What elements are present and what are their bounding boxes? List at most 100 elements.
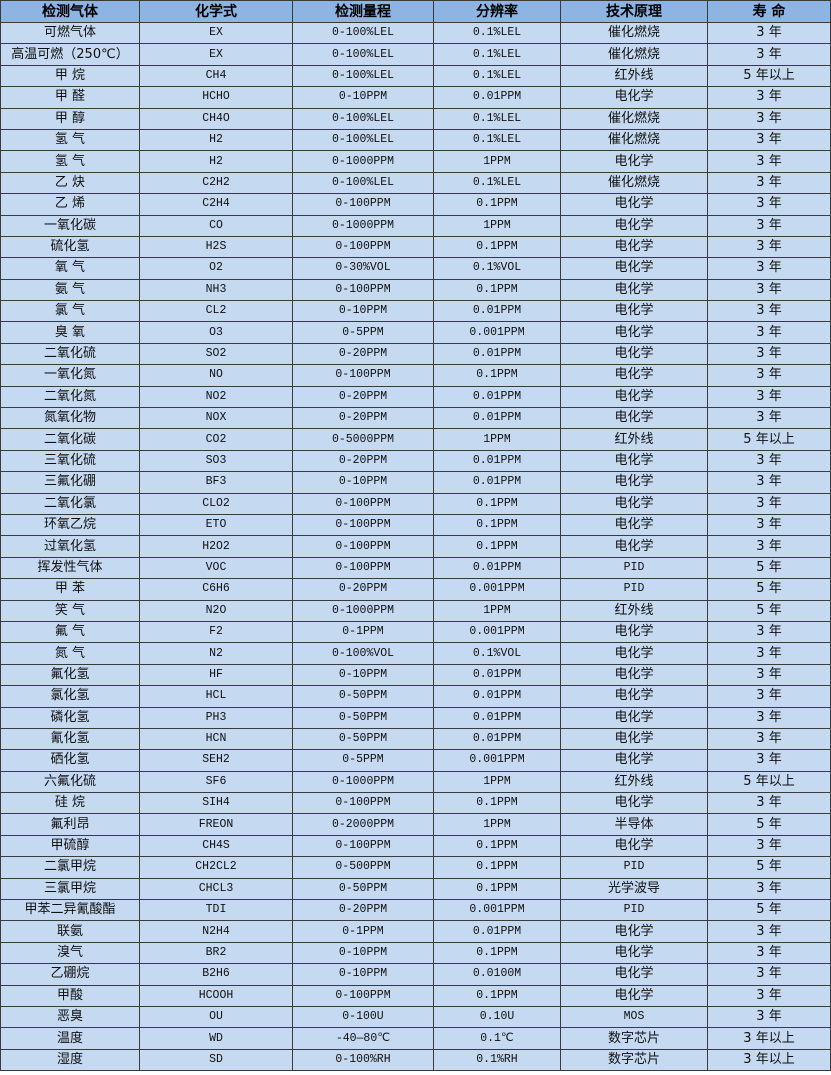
principle-cell: 红外线: [560, 428, 708, 451]
formula-cell: B2H6: [139, 963, 293, 986]
gas-name-cell: 恶臭: [0, 1005, 140, 1029]
table-row: 氢 气 H2 0-100%LEL 0.1%LEL 催化燃烧 3 年: [0, 128, 831, 152]
formula-cell: CH2CL2: [139, 856, 293, 879]
gas-name-cell: 笑 气: [0, 599, 140, 622]
lifespan-cell: 3 年: [707, 727, 831, 751]
principle-cell: 电化学: [560, 749, 708, 772]
table-row: 氮氧化物 NOX 0-20PPM 0.01PPM 电化学 3 年: [0, 407, 831, 430]
principle-cell: 电化学: [560, 663, 708, 687]
resolution-cell: 0.01PPM: [433, 449, 561, 473]
principle-cell: PID: [560, 556, 708, 580]
table-row: 二氧化氮 NO2 0-20PPM 0.01PPM 电化学 3 年: [0, 385, 831, 409]
principle-cell: 电化学: [560, 920, 708, 943]
formula-cell: OU: [139, 1005, 293, 1029]
resolution-cell: 0.1PPM: [433, 193, 561, 216]
gas-name-cell: 硅 烷: [0, 792, 140, 815]
lifespan-cell: 3 年: [707, 214, 831, 237]
range-cell: 0-100%LEL: [292, 64, 434, 88]
principle-cell: 电化学: [560, 685, 708, 708]
lifespan-cell: 3 年: [707, 706, 831, 729]
principle-cell: 催化燃烧: [560, 107, 708, 130]
lifespan-cell: 5 年以上: [707, 428, 831, 451]
table-row: 温度 WD -40—80℃ 0.1℃ 数字芯片 3 年以上: [0, 1027, 831, 1050]
formula-cell: NOX: [139, 407, 293, 430]
principle-cell: 电化学: [560, 342, 708, 366]
range-cell: 0-100%LEL: [292, 107, 434, 130]
range-cell: 0-20PPM: [292, 578, 434, 601]
gas-name-cell: 甲 醇: [0, 107, 140, 130]
table-row: 臭 氧 O3 0-5PPM 0.001PPM 电化学 3 年: [0, 321, 831, 344]
gas-name-cell: 高温可燃（250℃）: [0, 43, 140, 66]
gas-name-cell: 臭 氧: [0, 321, 140, 344]
range-cell: 0-1000PPM: [292, 770, 434, 794]
formula-cell: ETO: [139, 513, 293, 537]
table-row: 乙硼烷 B2H6 0-10PPM 0.0100M 电化学 3 年: [0, 963, 831, 986]
gas-name-cell: 甲 烷: [0, 64, 140, 88]
gas-name-cell: 二氧化碳: [0, 428, 140, 451]
gas-name-cell: 温度: [0, 1027, 140, 1050]
formula-cell: O2: [139, 257, 293, 280]
range-cell: 0-20PPM: [292, 449, 434, 473]
resolution-cell: 0.1PPM: [433, 535, 561, 558]
principle-cell: MOS: [560, 1005, 708, 1029]
lifespan-cell: 3 年: [707, 300, 831, 323]
gas-name-cell: 溴气: [0, 941, 140, 965]
formula-cell: SEH2: [139, 749, 293, 772]
formula-cell: N2O: [139, 599, 293, 622]
principle-cell: 光学波导: [560, 877, 708, 901]
lifespan-cell: 3 年: [707, 407, 831, 430]
formula-cell: H2: [139, 128, 293, 152]
formula-cell: HF: [139, 663, 293, 687]
formula-cell: HCL: [139, 685, 293, 708]
range-cell: 0-50PPM: [292, 685, 434, 708]
table-row: 氰化氢 HCN 0-50PPM 0.01PPM 电化学 3 年: [0, 727, 831, 751]
gas-name-cell: 氮 气: [0, 642, 140, 665]
table-row: 一氧化碳 CO 0-1000PPM 1PPM 电化学 3 年: [0, 214, 831, 237]
formula-cell: N2: [139, 642, 293, 665]
range-cell: 0-20PPM: [292, 342, 434, 366]
principle-cell: PID: [560, 856, 708, 879]
principle-cell: 电化学: [560, 620, 708, 644]
resolution-cell: 0.1PPM: [433, 513, 561, 537]
range-cell: 0-10PPM: [292, 963, 434, 986]
resolution-cell: 1PPM: [433, 813, 561, 836]
gas-name-cell: 挥发性气体: [0, 556, 140, 580]
principle-cell: 电化学: [560, 278, 708, 302]
gas-name-cell: 环氧乙烷: [0, 513, 140, 537]
range-cell: 0-2000PPM: [292, 813, 434, 836]
table-row: 甲 苯 C6H6 0-20PPM 0.001PPM PID 5 年: [0, 578, 831, 601]
resolution-cell: 0.01PPM: [433, 727, 561, 751]
range-cell: 0-100%RH: [292, 1048, 434, 1072]
header-formula: 化学式: [139, 0, 293, 23]
table-row: 三氯甲烷 CHCL3 0-50PPM 0.1PPM 光学波导 3 年: [0, 877, 831, 901]
range-cell: 0-50PPM: [292, 877, 434, 901]
principle-cell: 催化燃烧: [560, 128, 708, 152]
table-row: 挥发性气体 VOC 0-100PPM 0.01PPM PID 5 年: [0, 556, 831, 580]
formula-cell: CO2: [139, 428, 293, 451]
table-row: 恶臭 OU 0-100U 0.10U MOS 3 年: [0, 1005, 831, 1029]
table-row: 氟利昂 FREON 0-2000PPM 1PPM 半导体 5 年: [0, 813, 831, 836]
range-cell: 0-1PPM: [292, 620, 434, 644]
formula-cell: F2: [139, 620, 293, 644]
resolution-cell: 0.001PPM: [433, 899, 561, 922]
gas-name-cell: 甲 苯: [0, 578, 140, 601]
formula-cell: H2O2: [139, 535, 293, 558]
resolution-cell: 0.1%VOL: [433, 257, 561, 280]
gas-name-cell: 氟 气: [0, 620, 140, 644]
resolution-cell: 1PPM: [433, 214, 561, 237]
formula-cell: SO3: [139, 449, 293, 473]
resolution-cell: 0.01PPM: [433, 86, 561, 109]
lifespan-cell: 5 年以上: [707, 64, 831, 88]
table-row: 甲硫醇 CH4S 0-100PPM 0.1PPM 电化学 3 年: [0, 834, 831, 858]
lifespan-cell: 3 年: [707, 21, 831, 45]
gas-name-cell: 一氧化碳: [0, 214, 140, 237]
formula-cell: SO2: [139, 342, 293, 366]
formula-cell: H2S: [139, 235, 293, 259]
principle-cell: PID: [560, 899, 708, 922]
table-row: 磷化氢 PH3 0-50PPM 0.01PPM 电化学 3 年: [0, 706, 831, 729]
gas-name-cell: 甲硫醇: [0, 834, 140, 858]
resolution-cell: 0.0100M: [433, 963, 561, 986]
gas-name-cell: 氟化氢: [0, 663, 140, 687]
lifespan-cell: 3 年: [707, 620, 831, 644]
lifespan-cell: 3 年: [707, 43, 831, 66]
